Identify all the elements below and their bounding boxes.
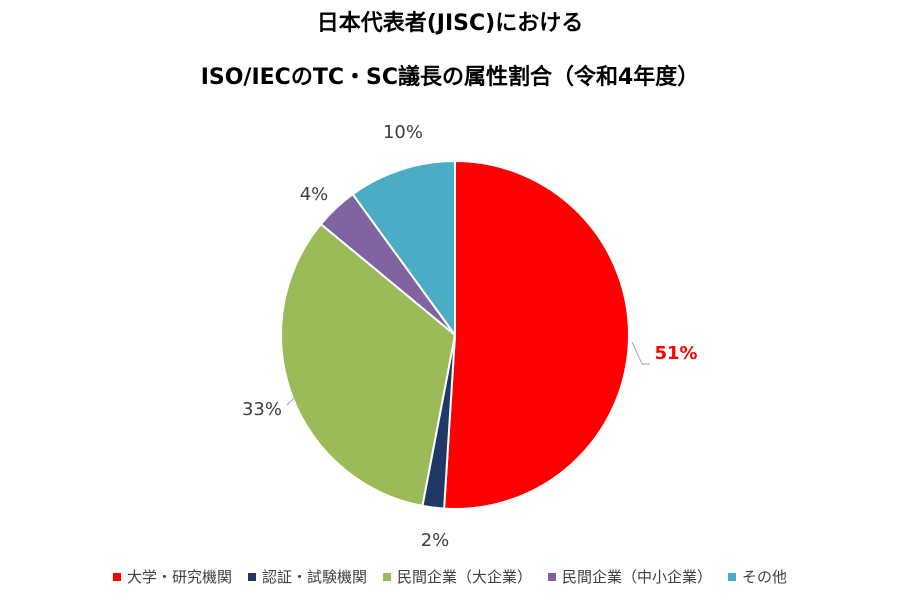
chart-title-line-2: ISO/IECのTC・SC議長の属性割合（令和4年度） [200,65,700,90]
data-label-3: 33% [242,399,282,420]
legend-item-3: 民間企業（大企業） [382,566,532,587]
data-labels: 51% 2% 33% 4% 10% [242,122,698,551]
pie-slice-1 [443,159,630,510]
legend-item-5: その他 [728,566,787,587]
legend-item-1: 大学・研究機関 [112,566,232,587]
data-label-2: 2% [421,530,450,551]
legend-item-2: 認証・試験機関 [247,566,367,587]
legend-label: 大学・研究機関 [126,568,232,586]
pie-slice-3 [280,222,457,508]
chart-title-line-1: 日本代表者(JISC)における [316,11,584,36]
legend: 大学・研究機関 認証・試験機関 民間企業（大企業） 民間企業（中小企業） その他 [0,566,900,587]
legend-item-4: 民間企業（中小企業） [548,566,712,587]
legend-label: 認証・試験機関 [261,568,367,586]
legend-swatch [382,572,391,581]
legend-swatch [247,572,256,581]
legend-label: 民間企業（大企業） [396,568,532,586]
legend-swatch [112,572,121,581]
data-label-1: 51% [654,343,697,364]
leader-line-3 [286,397,295,406]
pie-slice-5 [351,159,456,339]
data-label-4: 4% [300,184,329,205]
leader-lines [286,341,650,406]
legend-swatch [548,572,556,581]
leader-line-1 [631,341,650,365]
legend-label: その他 [742,568,788,586]
legend-swatch [728,572,737,581]
data-label-5: 10% [383,122,423,143]
legend-label: 民間企業（中小企業） [562,568,713,586]
pie-slices [280,159,630,510]
